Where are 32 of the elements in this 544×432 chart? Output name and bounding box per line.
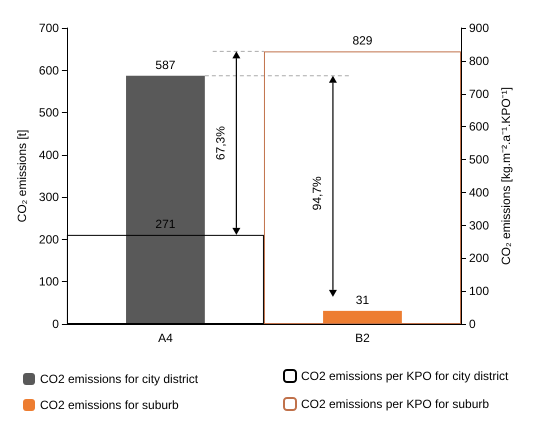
x-tick-label: A4 [158, 331, 174, 345]
y2-tick-label: 0 [469, 317, 476, 331]
legend-label: CO2 emissions for suburb [40, 398, 180, 412]
legend-label: CO2 emissions per KPO for suburb [301, 397, 490, 411]
data-label: 829 [352, 33, 373, 48]
legend-label: CO2 emissions per KPO for city district [301, 369, 510, 383]
y2-tick-label: 900 [469, 21, 490, 35]
y2-tick-label: 400 [469, 185, 490, 200]
y2-tick-label: 500 [469, 152, 490, 167]
y2-tick-label: 700 [469, 86, 490, 101]
y-tick-label: 0 [52, 317, 60, 331]
y2-tick-label: 300 [469, 218, 490, 232]
y2-tick-label: 600 [469, 120, 490, 134]
data-label: 587 [155, 58, 176, 72]
y-tick-label: 100 [38, 274, 60, 289]
y-tick-label: 500 [38, 106, 60, 120]
y2-axis-title: CO₂ emissions [kg.m⁻².a⁻¹.KPO⁻¹] [498, 86, 513, 266]
annotation: 67,3% [213, 126, 228, 160]
y2-tick-label: 800 [469, 54, 490, 68]
data-label: 31 [356, 292, 370, 307]
y-tick-label: 700 [38, 21, 60, 35]
y-axis-title: CO₂ emissions [t] [15, 130, 29, 222]
legend-label: CO2 emissions for city district [40, 372, 199, 386]
data-label: 271 [155, 216, 176, 231]
y-tick-label: 300 [38, 190, 60, 204]
x-tick-label: B2 [355, 331, 370, 345]
y-tick-label: 200 [38, 232, 60, 246]
y2-tick-label: 100 [469, 284, 490, 298]
y-tick-label: 600 [38, 63, 60, 78]
y2-tick-label: 200 [469, 251, 490, 266]
annotation: 94,7% [310, 176, 324, 210]
y-tick-label: 400 [38, 148, 60, 162]
